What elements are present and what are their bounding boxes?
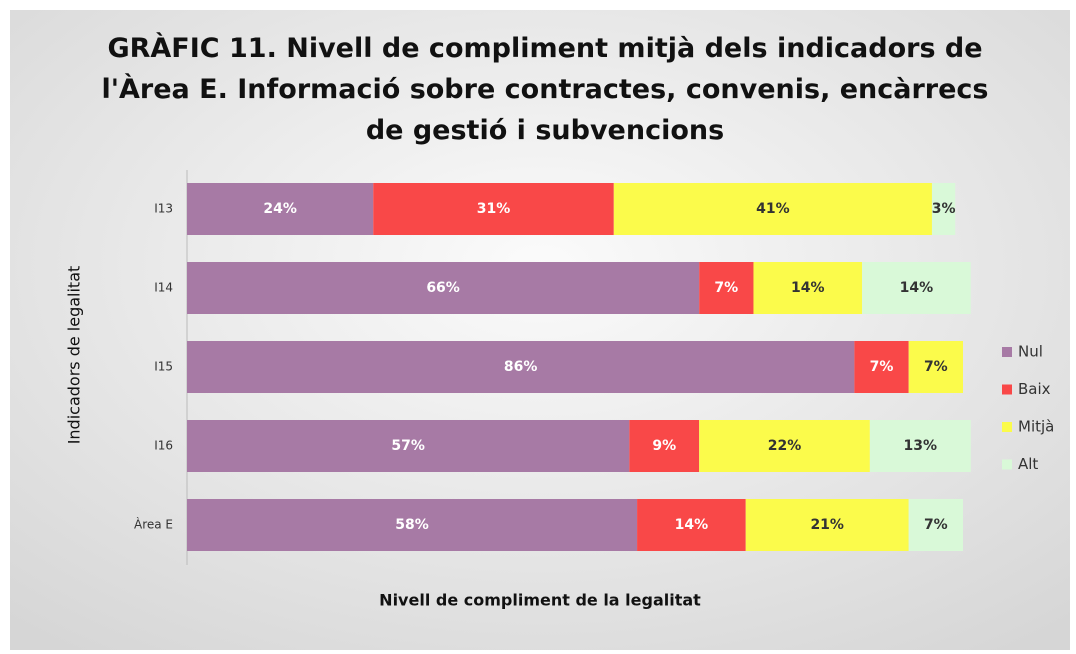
chart-title: GRÀFIC 11. Nivell de compliment mitjà de… (101, 33, 989, 146)
bar-segment (187, 499, 638, 551)
data-label: 7% (924, 359, 948, 375)
legend-label: Alt (1018, 455, 1038, 473)
bar-segment (187, 420, 630, 472)
data-label: 58% (395, 517, 429, 533)
x-axis-title: Nivell de compliment de la legalitat (379, 591, 701, 610)
bar-segment (745, 499, 909, 551)
bar-segment (869, 420, 971, 472)
data-label: 31% (477, 201, 511, 217)
data-label: 7% (714, 280, 738, 296)
data-label: 86% (504, 359, 538, 375)
legend-label: Mitjà (1018, 418, 1054, 436)
bar-segment (854, 341, 909, 393)
bar-segment (862, 262, 971, 314)
legend-label: Nul (1018, 343, 1043, 361)
data-label: 13% (904, 438, 938, 454)
y-tick-label: I15 (154, 360, 173, 374)
y-axis-title: Indicadors de legalitat (65, 266, 84, 445)
data-label: 66% (426, 280, 460, 296)
bar-segment (637, 499, 746, 551)
y-tick-label: I13 (154, 202, 173, 216)
bar-segment (187, 183, 374, 235)
y-tick-label: Àrea E (134, 517, 173, 532)
y-tick-label: I16 (154, 439, 173, 453)
bar-segment (187, 262, 700, 314)
data-label: 14% (900, 280, 934, 296)
bar-segment (908, 499, 963, 551)
data-label: 14% (675, 517, 709, 533)
y-tick-label: I14 (154, 281, 173, 295)
data-label: 7% (924, 517, 948, 533)
data-label: 41% (756, 201, 790, 217)
data-label: 21% (810, 517, 844, 533)
bar-segment (629, 420, 700, 472)
data-label: 7% (870, 359, 894, 375)
data-label: 9% (652, 438, 676, 454)
legend-swatch (1002, 347, 1012, 357)
bar-segment (613, 183, 932, 235)
data-label: 14% (791, 280, 825, 296)
bar-segment (931, 183, 956, 235)
legend-label: Baix (1018, 380, 1051, 398)
legend-swatch (1002, 384, 1012, 395)
data-label: 57% (391, 438, 425, 454)
bar-segment (699, 262, 754, 314)
data-label: 24% (263, 201, 297, 217)
bar-segment (908, 341, 963, 393)
bar-segment (187, 341, 855, 393)
legend-swatch (1002, 422, 1012, 432)
data-label: 22% (768, 438, 802, 454)
legend-swatch (1002, 459, 1012, 470)
data-label: 3% (932, 201, 956, 217)
bar-segment (753, 262, 863, 314)
bar-segment (373, 183, 614, 235)
bar-segment (699, 420, 870, 472)
